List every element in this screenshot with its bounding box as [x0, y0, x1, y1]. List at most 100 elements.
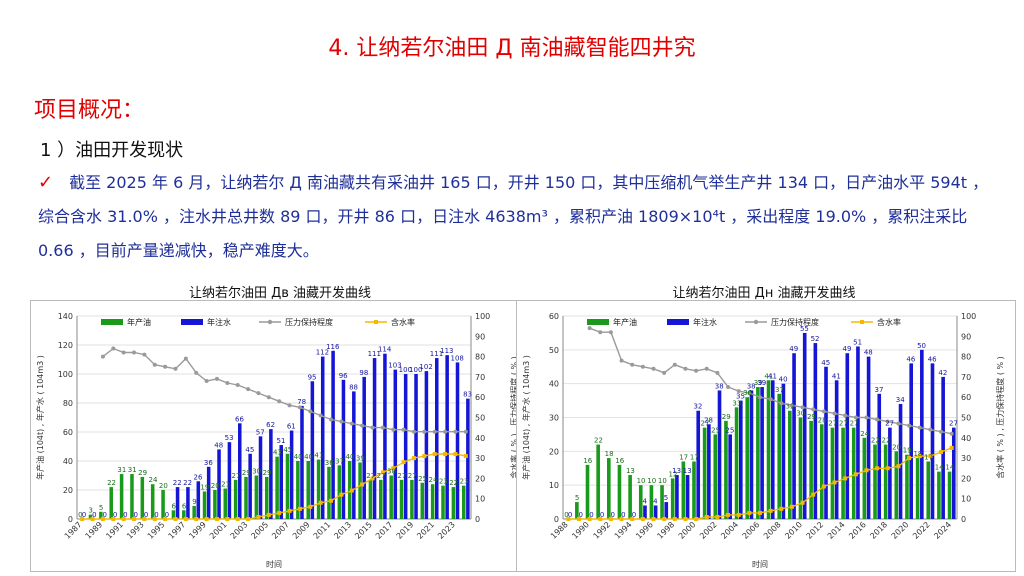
pressure-point [640, 364, 645, 369]
watercut-line [82, 453, 466, 520]
oil-data-label: 27 [850, 420, 859, 428]
oil-data-label: 39 [754, 379, 763, 387]
water-bar [951, 427, 956, 519]
watercut-point [132, 517, 137, 521]
watercut-point [183, 517, 188, 521]
legend-marker-watercut [860, 320, 864, 324]
oil-bar [368, 479, 373, 519]
oil-data-label: 21 [221, 481, 230, 489]
oil-data-label: 22 [449, 479, 458, 487]
y-left-tick-label: 40 [549, 380, 559, 389]
water-bar [760, 387, 764, 519]
water-data-label: 0 [610, 511, 614, 519]
y-right-tick-label: 80 [475, 353, 485, 362]
oil-data-label: 29 [138, 469, 147, 477]
oil-data-label: 39 [356, 454, 365, 462]
oil-data-label: 36 [325, 459, 334, 467]
watercut-point [598, 517, 603, 521]
water-data-label: 62 [266, 421, 275, 429]
legend-marker-watercut [374, 320, 378, 324]
water-bar [362, 376, 366, 519]
watercut-point [875, 466, 880, 471]
oil-bar [316, 459, 321, 519]
oil-bar [275, 456, 279, 519]
y-right-tick-label: 50 [961, 414, 971, 423]
pressure-point [779, 401, 784, 406]
water-data-label: 96 [339, 372, 348, 380]
watercut-point [349, 488, 354, 493]
watercut-point [163, 517, 168, 521]
oil-data-label: 24 [428, 476, 437, 484]
y-left-tick-label: 80 [63, 399, 73, 408]
chart-panel-left: 0 20 40 60 80 100 120 140 0 10 20 30 40 50 60 70 80 90 100… [30, 300, 530, 572]
watercut-point [896, 464, 901, 469]
water-data-label: 0 [600, 511, 604, 519]
watercut-point [907, 456, 912, 461]
pressure-point [277, 399, 282, 404]
y-left-tick-label: 60 [63, 428, 73, 437]
oil-data-label: 43 [273, 449, 282, 457]
y-left-tick-label: 120 [58, 341, 73, 350]
watercut-point [726, 512, 731, 517]
pressure-point [928, 427, 933, 432]
water-data-label: 28 [704, 416, 713, 424]
pressure-point [853, 415, 858, 420]
water-data-label: 45 [245, 446, 254, 454]
water-data-label: 41 [768, 372, 777, 380]
oil-data-label: 45 [283, 446, 292, 454]
watercut-point [821, 484, 826, 489]
pressure-point [318, 413, 323, 418]
watercut-point [619, 517, 624, 521]
water-data-label: 55 [800, 325, 809, 333]
oil-data-label: 40 [346, 453, 355, 461]
water-bar [813, 343, 818, 519]
oil-data-label: 14 [935, 464, 944, 472]
oil-bar [905, 454, 909, 519]
water-data-label: 32 [693, 403, 702, 411]
oil-bar [420, 482, 425, 519]
overview-heading: 项目概况： [34, 98, 145, 123]
water-bar [435, 358, 439, 519]
water-bar [739, 400, 743, 519]
water-data-label: 0 [621, 511, 625, 519]
watercut-line [568, 447, 952, 520]
watercut-point [204, 517, 209, 521]
oil-bar [306, 461, 310, 519]
watercut-point [566, 517, 571, 521]
y-right-tick-label: 70 [961, 373, 971, 382]
oil-data-label: 31 [128, 466, 137, 474]
watercut-point [339, 492, 344, 497]
water-data-label: 0 [123, 511, 127, 519]
x-tick-label: 2004 [719, 520, 740, 541]
watercut-point [747, 510, 752, 515]
water-bar [845, 353, 850, 519]
watercut-point [443, 452, 448, 457]
watercut-point [608, 517, 613, 521]
water-bar [728, 434, 732, 519]
pressure-point [194, 370, 199, 375]
y-left-tick-label: 100 [58, 370, 73, 379]
water-bar [909, 363, 914, 519]
pressure-point [587, 326, 592, 331]
oil-data-label: 19 [200, 483, 209, 491]
watercut-point [100, 517, 105, 521]
pressure-point [672, 362, 677, 367]
x-tick-label: 2019 [395, 520, 416, 541]
oil-bar [192, 505, 196, 519]
water-data-label: 39 [757, 379, 766, 387]
water-data-label: 100 [399, 366, 412, 374]
oil-data-label: 30 [387, 468, 396, 476]
y-right-tick-label: 40 [961, 434, 971, 443]
x-tick-label: 1998 [655, 520, 676, 541]
y-left-tick-label: 0 [68, 515, 73, 524]
watercut-point [235, 517, 240, 521]
x-axis-title: 时间 [266, 559, 282, 569]
watercut-point [683, 517, 688, 521]
pressure-point [401, 427, 406, 432]
water-bar [383, 353, 387, 519]
water-data-label: 34 [896, 396, 905, 404]
y-right-tick-label: 30 [475, 454, 485, 463]
water-bar [675, 475, 679, 519]
oil-data-label: 30 [252, 468, 261, 476]
